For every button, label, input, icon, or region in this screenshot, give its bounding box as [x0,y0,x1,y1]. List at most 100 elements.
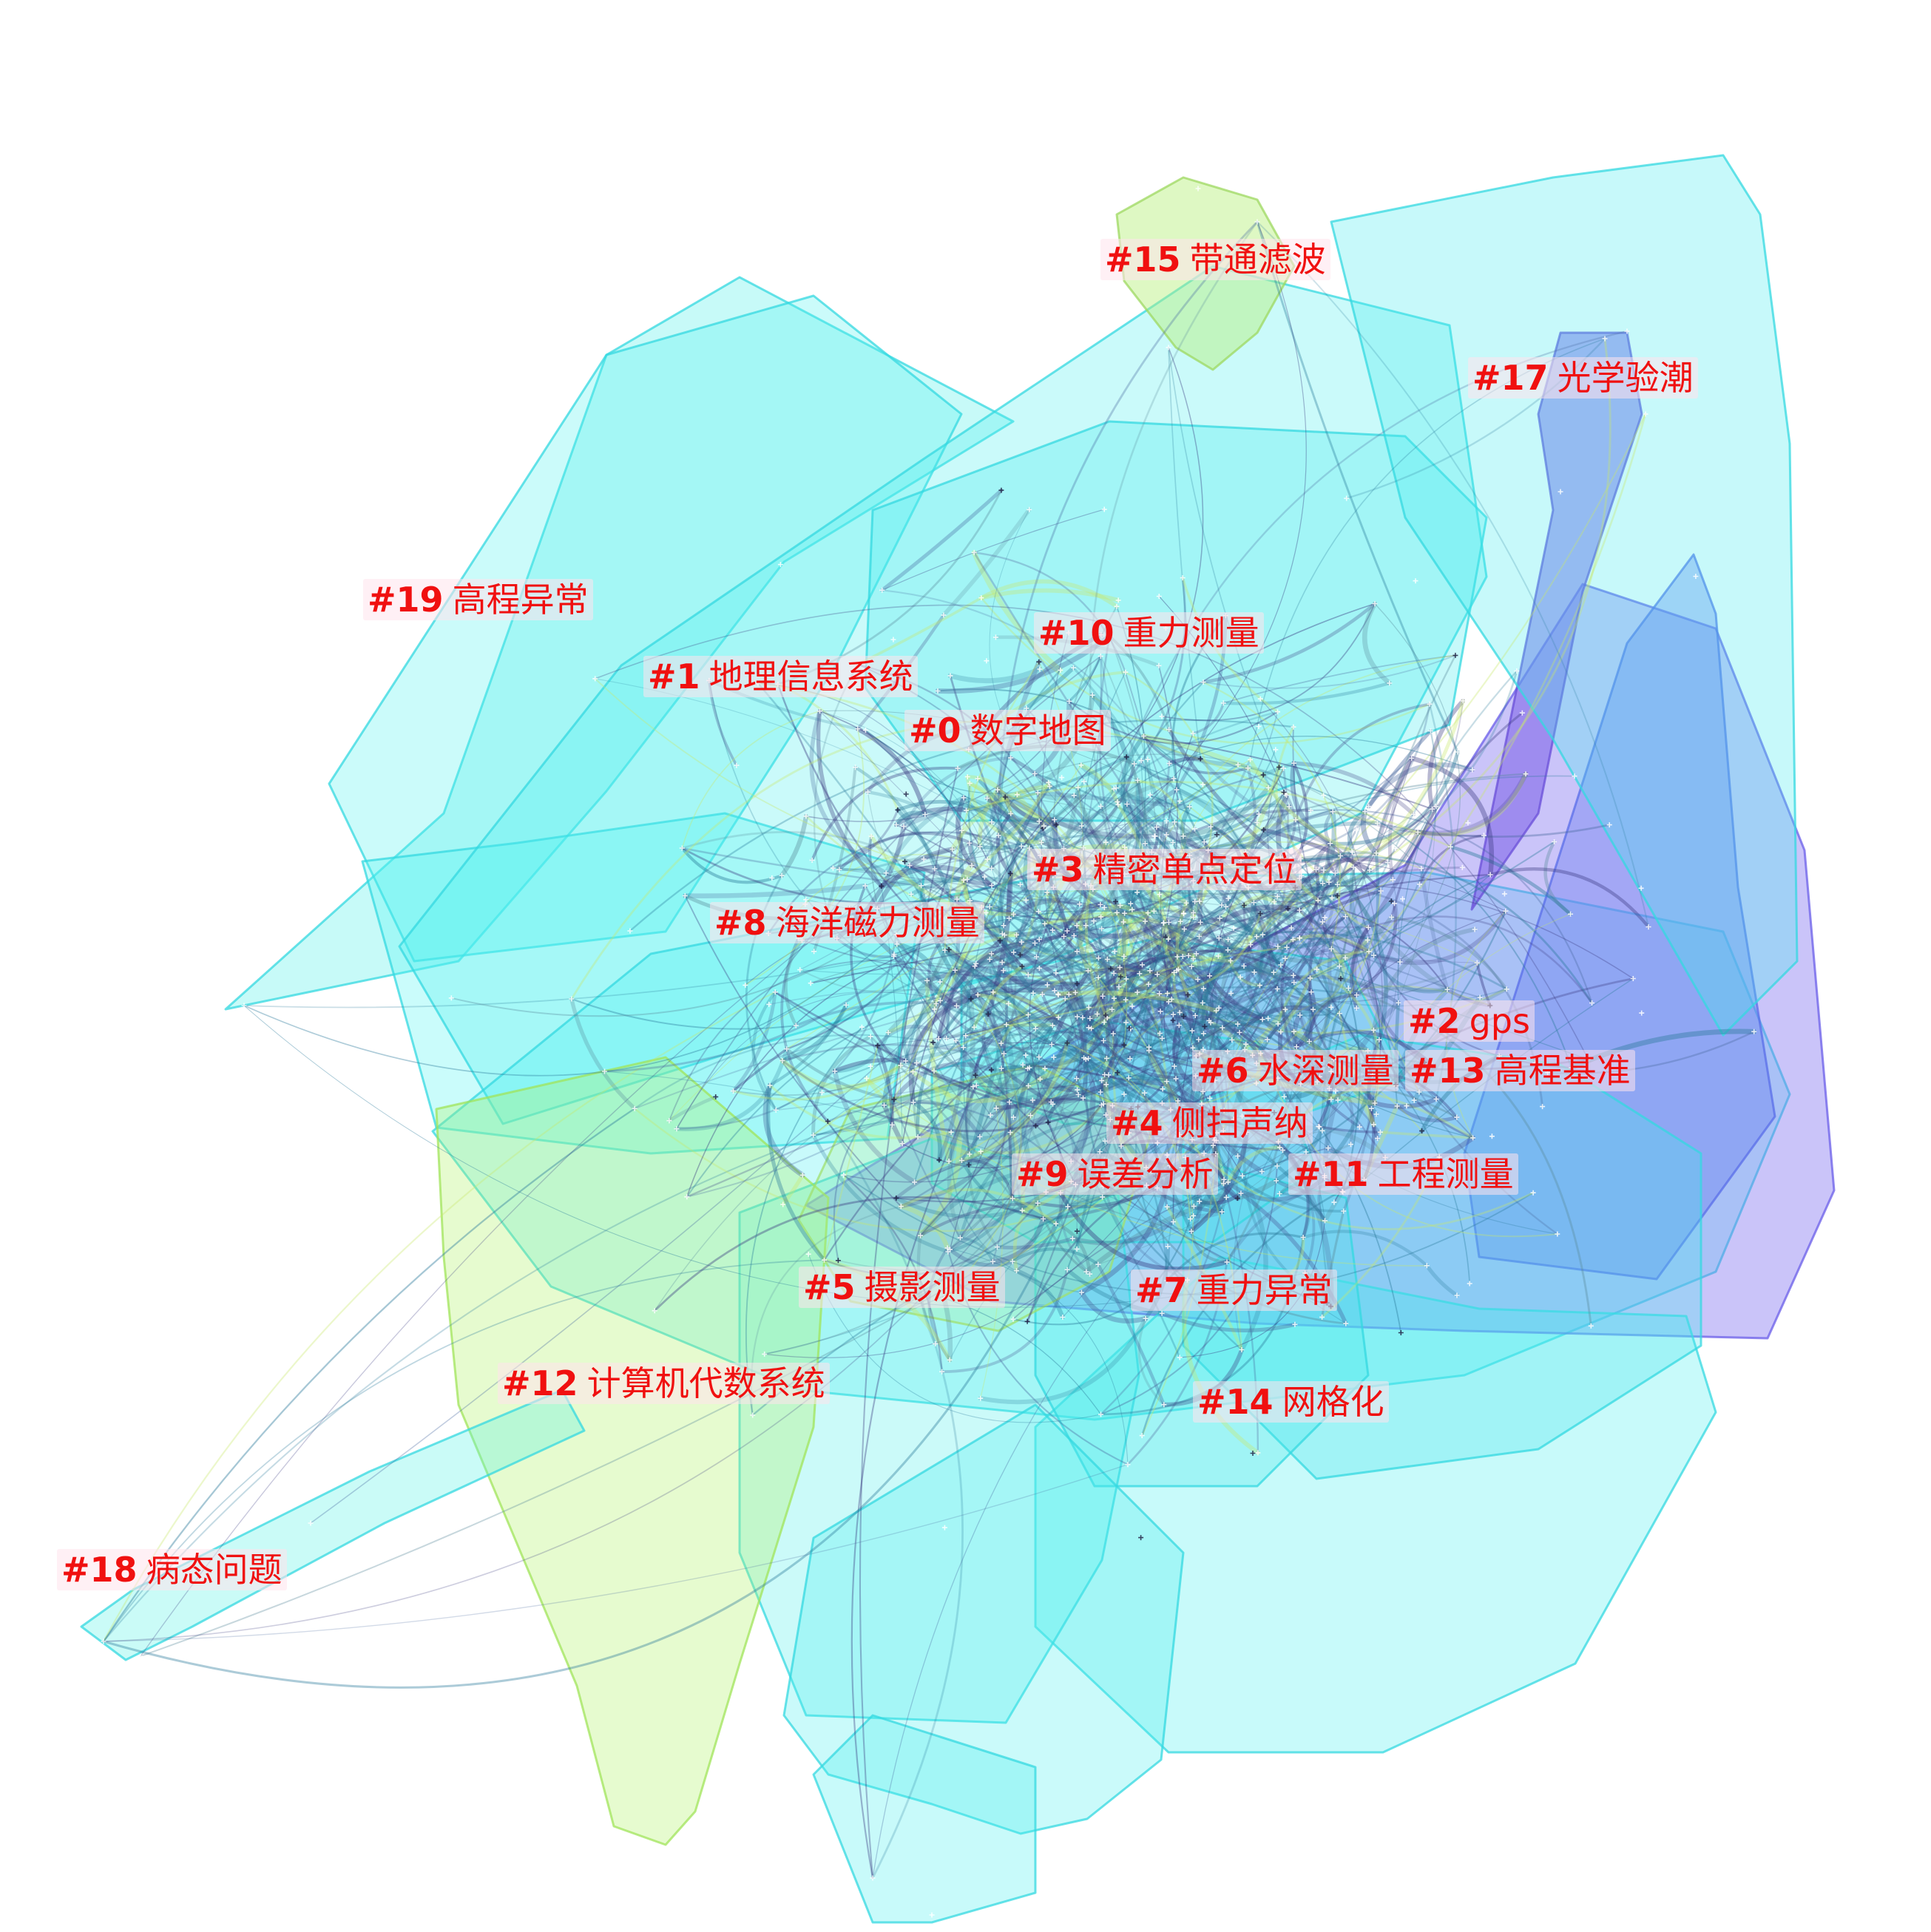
edge [1373,756,1414,855]
edge [960,1159,1015,1200]
edge [1026,949,1100,977]
cluster-label-11[interactable]: #11 工程测量 [1288,1153,1518,1195]
edge [684,895,902,1207]
edge [310,854,1104,1524]
node [1018,843,1024,849]
cluster-label-8[interactable]: #8 海洋磁力测量 [710,902,984,943]
node [1145,910,1151,916]
node [937,979,943,985]
edge [967,952,993,1029]
cluster-label-17[interactable]: #17 光学验潮 [1468,357,1698,399]
node [1014,1268,1019,1274]
node [1064,928,1070,934]
node [1112,949,1117,955]
node [803,897,809,903]
cluster-hull-14 [1034,1255,1717,1754]
edge [1083,1026,1225,1062]
edge [995,817,1042,838]
edge [850,1084,978,1880]
cluster-label-6[interactable]: #6 水深测量 [1192,1050,1399,1091]
edge [784,938,804,1028]
edge [1066,992,1088,1100]
node [1059,775,1065,781]
edge [1379,1131,1475,1139]
edge [1345,915,1558,1236]
node [1288,925,1294,931]
edge [1087,968,1180,1021]
edge [958,828,1022,957]
node [1460,698,1466,704]
cluster-hull-9 [797,1063,1155,1332]
node [1046,779,1052,785]
edge [943,413,1647,1300]
edge [1259,981,1296,1055]
edge [922,856,973,867]
edge [1168,919,1183,975]
edge [1097,976,1161,1035]
edge [896,800,1024,848]
cluster-label-0[interactable]: #0 数字地图 [904,710,1111,751]
edge [1239,1173,1268,1352]
node [1115,799,1120,804]
node [910,1069,916,1075]
node [1050,1101,1056,1107]
node [1126,1075,1132,1081]
node [1353,1005,1359,1011]
edge [1265,969,1279,1021]
node [1035,1200,1041,1206]
edge [939,999,1003,1045]
node [1572,773,1577,779]
edge [1222,654,1456,704]
node [971,1024,977,1030]
node [902,858,907,864]
edge [1261,761,1296,777]
cluster-label-4[interactable]: #4 侧扫声纳 [1106,1102,1313,1144]
node [1123,1020,1129,1026]
cluster-label-15[interactable]: #15 带通滤波 [1100,239,1330,280]
node [1191,909,1197,915]
node [1191,1213,1197,1218]
node [1300,1235,1306,1240]
node [1058,667,1063,673]
cluster-label-7[interactable]: #7 重力异常 [1131,1270,1337,1311]
edge [1488,867,1651,929]
edge [1075,924,1141,975]
edge [895,938,1294,1203]
cluster-label-14[interactable]: #14 网格化 [1193,1381,1389,1423]
edge [899,1047,1041,1068]
cluster-label-19[interactable]: #19 高程异常 [363,579,593,620]
cluster-label-9[interactable]: #9 误差分析 [1012,1153,1218,1195]
cluster-label-3[interactable]: #3 精密单点定位 [1027,849,1302,890]
cluster-label-2[interactable]: #2 gps [1404,1000,1535,1042]
node [882,1102,887,1108]
edge [1367,729,1433,809]
node [1229,1037,1235,1043]
node [1061,934,1066,939]
cluster-label-10[interactable]: #10 重力测量 [1034,612,1264,654]
node [1375,1136,1381,1142]
edge [1362,601,1393,686]
node [1454,1292,1460,1298]
node [977,1133,983,1139]
cluster-label-18[interactable]: #18 病态问题 [57,1549,287,1590]
edge [629,719,1295,932]
cluster-label-5[interactable]: #5 摄影测量 [799,1267,1005,1308]
node [1276,765,1282,770]
node [921,856,927,862]
edge [1103,1020,1165,1091]
edge [832,1068,917,1185]
edge [865,1077,1428,1267]
edge [812,841,1555,1136]
edge [1079,1289,1149,1323]
edge [1099,762,1171,1094]
cluster-label-13[interactable]: #13 高程基准 [1405,1050,1635,1091]
cluster-label-1[interactable]: #1 地理信息系统 [643,656,918,697]
edge [1308,829,1358,1078]
cluster-label-12[interactable]: #12 计算机代数系统 [498,1363,830,1404]
cluster-hull-0 [782,1403,1185,1835]
edge [1161,921,1200,981]
edge [1293,989,1316,1050]
edge [1373,730,1438,957]
node [1010,1114,1016,1120]
node [1027,1065,1032,1071]
